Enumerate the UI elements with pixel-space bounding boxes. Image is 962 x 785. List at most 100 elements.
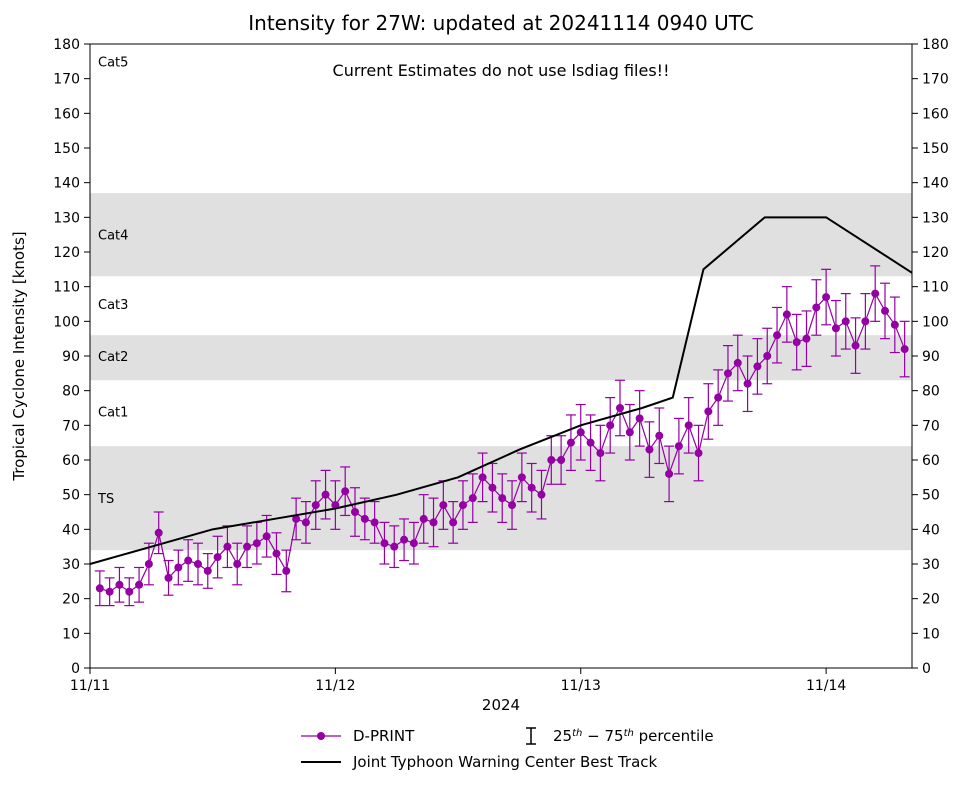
xtick-label: 11/13 [561,678,601,694]
dprint-marker [783,310,791,318]
dprint-marker [498,494,506,502]
ytick-label-left: 40 [62,522,80,538]
dprint-marker [587,439,595,447]
dprint-marker [184,557,192,565]
ytick-label-right: 100 [922,314,949,330]
dprint-marker [685,421,693,429]
dprint-marker [106,588,114,596]
ytick-label-left: 140 [53,176,80,192]
dprint-marker [616,404,624,412]
dprint-marker [547,456,555,464]
dprint-marker [214,553,222,561]
dprint-marker [645,446,653,454]
dprint-marker [577,428,585,436]
ytick-label-right: 80 [922,384,940,400]
dprint-marker [449,518,457,526]
ytick-label-left: 60 [62,453,80,469]
dprint-marker [871,290,879,298]
ytick-label-right: 20 [922,592,940,608]
chart-title: Intensity for 27W: updated at 20241114 0… [248,11,753,35]
dprint-marker [675,442,683,450]
dprint-marker [724,369,732,377]
ytick-label-left: 50 [62,488,80,504]
dprint-marker [223,543,231,551]
dprint-marker [420,515,428,523]
ytick-label-left: 0 [71,661,80,677]
y-axis-label: Tropical Cyclone Intensity [knots] [10,231,28,481]
ytick-label-right: 30 [922,557,940,573]
category-label-cat4: Cat4 [98,229,128,244]
category-label-cat5: Cat5 [98,55,128,70]
ytick-label-left: 100 [53,314,80,330]
dprint-marker [459,501,467,509]
dprint-marker [753,362,761,370]
ytick-label-right: 70 [922,418,940,434]
dprint-marker [145,560,153,568]
dprint-marker [852,342,860,350]
ytick-label-left: 10 [62,626,80,642]
dprint-marker [439,501,447,509]
dprint-marker [390,543,398,551]
dprint-marker [115,581,123,589]
dprint-marker [695,449,703,457]
dprint-marker [272,550,280,558]
ytick-label-left: 80 [62,384,80,400]
ytick-label-right: 10 [922,626,940,642]
dprint-marker [233,560,241,568]
dprint-marker [704,407,712,415]
dprint-marker [901,345,909,353]
dprint-marker [636,414,644,422]
ytick-label-left: 120 [53,245,80,261]
category-label-cat2: Cat2 [98,350,128,365]
dprint-marker [567,439,575,447]
dprint-marker [793,338,801,346]
ytick-label-left: 30 [62,557,80,573]
ytick-label-left: 20 [62,592,80,608]
ytick-label-left: 70 [62,418,80,434]
dprint-marker [744,380,752,388]
ytick-label-left: 150 [53,141,80,157]
dprint-marker [351,508,359,516]
dprint-marker [302,518,310,526]
ytick-label-right: 180 [922,37,949,53]
dprint-marker [469,494,477,502]
dprint-marker [410,539,418,547]
ytick-label-right: 40 [922,522,940,538]
category-label-cat3: Cat3 [98,298,128,313]
dprint-marker [174,563,182,571]
intensity-chart: TSCat1Cat2Cat3Cat4Cat5001010202030304040… [0,0,962,785]
dprint-marker [763,352,771,360]
xtick-label: 11/11 [70,678,110,694]
dprint-marker [135,581,143,589]
ytick-label-right: 50 [922,488,940,504]
ytick-label-left: 170 [53,72,80,88]
dprint-marker [204,567,212,575]
dprint-marker [881,307,889,315]
dprint-marker [861,317,869,325]
ytick-label-right: 90 [922,349,940,365]
dprint-marker [312,501,320,509]
legend-marker-dprint-icon [317,732,325,740]
dprint-marker [479,473,487,481]
dprint-marker [508,501,516,509]
dprint-marker [665,470,673,478]
dprint-marker [341,487,349,495]
dprint-marker [253,539,261,547]
ytick-label-left: 110 [53,280,80,296]
dprint-marker [802,335,810,343]
dprint-marker [596,449,604,457]
dprint-marker [537,491,545,499]
ytick-label-left: 160 [53,106,80,122]
dprint-marker [557,456,565,464]
dprint-marker [488,484,496,492]
x-axis-label: 2024 [482,696,520,714]
xtick-label: 11/14 [806,678,846,694]
dprint-marker [125,588,133,596]
dprint-marker [165,574,173,582]
ytick-label-left: 180 [53,37,80,53]
xtick-label: 11/12 [315,678,355,694]
dprint-marker [734,359,742,367]
dprint-marker [371,518,379,526]
ytick-label-right: 160 [922,106,949,122]
dprint-marker [155,529,163,537]
